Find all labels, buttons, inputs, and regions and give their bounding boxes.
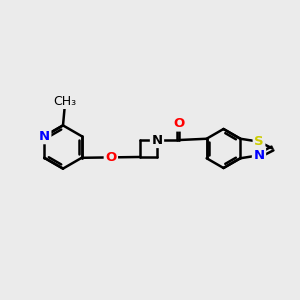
Text: O: O bbox=[174, 117, 185, 130]
Text: N: N bbox=[152, 134, 163, 146]
Text: N: N bbox=[39, 130, 50, 143]
Text: N: N bbox=[254, 149, 265, 162]
Text: S: S bbox=[254, 135, 264, 148]
Text: CH₃: CH₃ bbox=[53, 95, 76, 108]
Text: O: O bbox=[105, 151, 116, 164]
